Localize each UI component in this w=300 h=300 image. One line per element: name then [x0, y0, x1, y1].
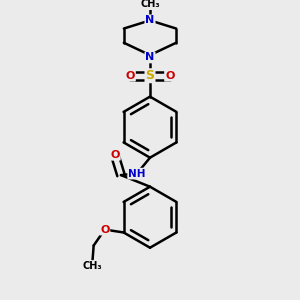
Text: O: O [126, 71, 135, 81]
Text: CH₃: CH₃ [82, 261, 102, 271]
Text: O: O [100, 225, 110, 235]
Text: N: N [146, 52, 154, 62]
Text: NH: NH [128, 169, 146, 178]
Text: CH₃: CH₃ [140, 0, 160, 9]
Text: O: O [165, 71, 174, 81]
Text: S: S [146, 69, 154, 82]
Text: N: N [146, 15, 154, 26]
Text: O: O [110, 150, 120, 160]
